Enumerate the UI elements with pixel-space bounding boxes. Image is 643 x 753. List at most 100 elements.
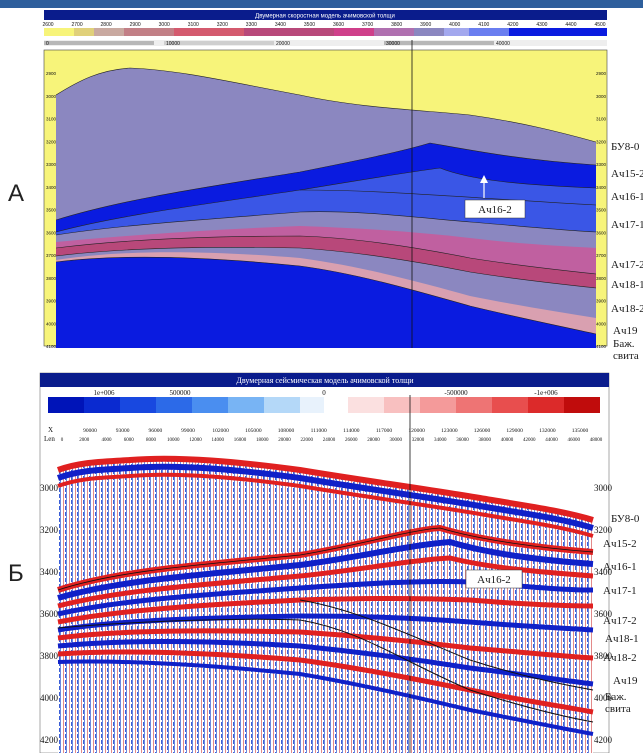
len-tick-28000: 28000: [367, 438, 380, 443]
x-tick-123000: 123000: [441, 428, 458, 434]
depth-b-right-4000: 4000: [594, 693, 613, 703]
panel-b-depth-axis: 3000 3000 3200 3200 3400 3400 3600 3600 3800 3800…: [40, 483, 613, 745]
scale-0: 0: [46, 41, 49, 47]
panel-b-colorbar: 1e+006 500000 0 -500000 -1e+006: [48, 389, 600, 413]
b-label-ach18-1: Ач18-1: [605, 633, 639, 645]
panel-a-depth-axis: 2900 2900 3000 3000 3100 3100 3200 3200 3300 3300…: [46, 71, 607, 349]
depth-a-right-3000: 3000: [596, 94, 607, 99]
panel-b-callout-text: Ач16-2: [477, 574, 511, 586]
panel-b-callout: Ач16-2: [465, 569, 523, 589]
depth-a-left-3000: 3000: [46, 94, 57, 99]
b-label-bazh: Баж.: [605, 691, 627, 703]
depth-a-left-3400: 3400: [46, 185, 57, 190]
panel-b-x-axis: 90000 93000 96000 99000 102000 105000 108000 11…: [83, 428, 588, 434]
depth-a-left-3200: 3200: [46, 139, 57, 144]
scale-20000: 20000: [276, 41, 290, 47]
panel-a-colorbar: 2600 2700 2800 2900 3000 3100 3200 3300 3400 3500…: [42, 20, 607, 36]
x-tick-105000: 105000: [245, 428, 262, 434]
panel-b: Двумерная сейсмическая модель ачимовской…: [39, 372, 640, 753]
colorbar-b-tick-2: 0: [322, 389, 326, 397]
b-label-ach18-2: Ач18-2: [603, 652, 637, 664]
colorbar-a-tick-2900: 2900: [130, 22, 141, 28]
colorbar-b-tick-1: 500000: [170, 389, 192, 397]
len-tick-36000: 36000: [456, 438, 469, 443]
scale-10000: 10000: [166, 41, 180, 47]
b-label-bu8-0: БУ8-0: [611, 513, 640, 525]
a-label-svita: свита: [613, 350, 639, 362]
colorbar-a-tick-3900: 3900: [420, 22, 431, 28]
panel-b-label: Б: [8, 560, 24, 587]
colorbar-a-tick-2800: 2800: [101, 22, 112, 28]
colorbar-b-tick-0: 1e+006: [93, 389, 115, 397]
depth-a-left-3900: 3900: [46, 299, 57, 304]
panel-a: Двумерная скоростная модель ачимовской т…: [42, 10, 643, 362]
len-tick-48000: 48000: [590, 438, 603, 443]
x-tick-126000: 126000: [474, 428, 491, 434]
len-tick-44000: 44000: [545, 438, 558, 443]
len-row-label: Len: [44, 435, 55, 443]
panel-b-horizon-labels: БУ8-0 Ач15-2 Ач16-1 Ач17-1 Ач17-2 Ач18-1…: [603, 513, 640, 715]
colorbar-a-tick-4300: 4300: [536, 22, 547, 28]
colorbar-a-tick-4100: 4100: [478, 22, 489, 28]
colorbar-a-tick-4400: 4400: [565, 22, 576, 28]
panel-b-len-axis: 0 2000 4000 6000 8000 10000 12000 14000 16000 180…: [61, 438, 603, 443]
depth-a-left-3600: 3600: [46, 230, 57, 235]
depth-a-left-3300: 3300: [46, 162, 57, 167]
len-tick-18000: 18000: [256, 438, 269, 443]
x-tick-117000: 117000: [376, 428, 393, 434]
depth-b-right-3800: 3800: [594, 651, 613, 661]
len-tick-26000: 26000: [345, 438, 358, 443]
depth-b-right-3600: 3600: [594, 609, 613, 619]
len-tick-16000: 16000: [234, 438, 247, 443]
depth-a-right-3600: 3600: [596, 230, 607, 235]
seismic-section: [56, 446, 594, 753]
x-tick-132000: 132000: [539, 428, 556, 434]
len-tick-38000: 38000: [479, 438, 492, 443]
panel-a-callout: Ач16-2: [464, 175, 526, 219]
panel-a-title-bar: [44, 10, 607, 20]
colorbar-b-tick-4: -1e+006: [534, 389, 558, 397]
panel-a-label: А: [8, 180, 25, 207]
x-tick-120000: 120000: [408, 428, 425, 434]
colorbar-a-tick-3700: 3700: [362, 22, 373, 28]
depth-a-right-4000: 4000: [596, 321, 607, 326]
depth-b-right-4200: 4200: [594, 735, 613, 745]
x-tick-93000: 93000: [116, 428, 130, 434]
len-tick-0: 0: [61, 438, 64, 443]
colorbar-a-tick-3800: 3800: [391, 22, 402, 28]
depth-a-right-4100: 4100: [596, 344, 607, 349]
len-tick-20000: 20000: [278, 438, 291, 443]
depth-a-right-3900: 3900: [596, 299, 607, 304]
b-label-ach19: Ач19: [613, 675, 638, 687]
x-tick-99000: 99000: [181, 428, 195, 434]
colorbar-a-tick-4000: 4000: [449, 22, 460, 28]
x-tick-114000: 114000: [343, 428, 360, 434]
colorbar-a-tick-3000: 3000: [159, 22, 170, 28]
a-label-ach18-2: Ач18-2: [611, 303, 643, 315]
a-label-bu8-0: БУ8-0: [611, 141, 640, 153]
b-label-ach17-2: Ач17-2: [603, 615, 637, 627]
a-label-ach17-2: Ач17-2: [611, 259, 643, 271]
len-tick-6000: 6000: [124, 438, 135, 443]
x-tick-135000: 135000: [572, 428, 589, 434]
x-tick-129000: 129000: [506, 428, 523, 434]
len-tick-24000: 24000: [323, 438, 336, 443]
len-tick-10000: 10000: [167, 438, 180, 443]
colorbar-a-tick-2700: 2700: [71, 22, 82, 28]
depth-b-left-3400: 3400: [40, 567, 59, 577]
depth-a-left-3500: 3500: [46, 208, 57, 213]
panel-a-horizon-lines: [55, 67, 597, 335]
len-tick-4000: 4000: [102, 438, 113, 443]
colorbar-a-tick-3300: 3300: [246, 22, 257, 28]
colorbar-a-tick-3600: 3600: [333, 22, 344, 28]
depth-b-right-3400: 3400: [594, 567, 613, 577]
colorbar-b-tick-3: -500000: [444, 389, 468, 397]
depth-a-left-3800: 3800: [46, 276, 57, 281]
depth-b-left-4200: 4200: [40, 735, 59, 745]
a-label-ach17-1: Ач17-1: [611, 219, 643, 231]
x-tick-96000: 96000: [148, 428, 162, 434]
x-tick-90000: 90000: [83, 428, 97, 434]
a-label-ach18-1: Ач18-1: [611, 279, 643, 291]
colorbar-a-tick-4200: 4200: [507, 22, 518, 28]
depth-a-right-3100: 3100: [596, 117, 607, 122]
